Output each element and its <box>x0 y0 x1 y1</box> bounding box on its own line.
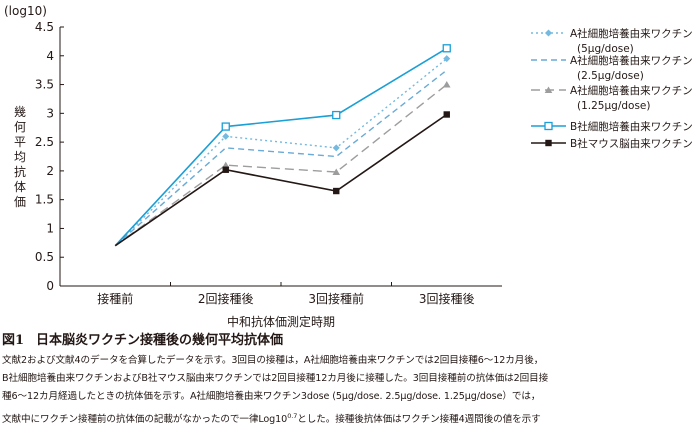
y-axis-title-char: 何 <box>14 120 26 134</box>
data-series <box>114 55 451 247</box>
legend-label: B社細胞培養由来ワクチン <box>570 120 693 133</box>
data-point <box>221 122 230 131</box>
series-layer <box>114 44 451 247</box>
legend-label: (2.5μg/dose) <box>577 70 644 82</box>
legend-item: B社マウス脳由来ワクチン <box>531 137 693 150</box>
x-tick-label: 2回接種後 <box>198 291 254 306</box>
x-axis-title: 中和抗体価測定時期 <box>227 314 335 329</box>
y-tick-label: 0 <box>46 279 54 293</box>
series-line <box>114 69 448 247</box>
legend-item: A社細胞培養由来ワクチン (1.25μg/dose) <box>531 84 693 112</box>
y-axis: 0 0.5 1 1.5 2 2.5 3 3.5 4 4.5 <box>35 20 64 293</box>
caption-line: 種6～12カ月経過したときの抗体価を示す。A社細胞培養由来ワクチン3dose (… <box>2 391 541 403</box>
legend-label: (5μg/dose) <box>577 43 634 55</box>
caption-superscript: 0.7 <box>287 411 298 420</box>
data-series <box>114 69 448 247</box>
x-tick-label: 3回接種後 <box>419 291 475 306</box>
data-point <box>332 168 341 176</box>
series-line <box>114 58 448 247</box>
unit-label: (log10) <box>4 4 47 18</box>
data-point <box>443 55 451 63</box>
x-ticks: 接種前 2回接種後 3回接種前 3回接種後 <box>97 282 475 306</box>
data-point <box>222 132 230 140</box>
y-axis-title-char: 体 <box>14 180 26 194</box>
legend-label: A社細胞培養由来ワクチン <box>570 54 693 67</box>
x-tick-label: 3回接種前 <box>308 291 364 306</box>
data-point <box>221 161 230 169</box>
y-axis-title-char: 平 <box>14 135 26 149</box>
caption-line: B社細胞培養由来ワクチンおよびB社マウス脳由来ワクチンでは2回目接種12カ月後に… <box>2 373 549 385</box>
y-tick-label: 2.5 <box>35 135 54 149</box>
y-tick-label: 3.5 <box>35 78 54 92</box>
data-series <box>114 81 451 247</box>
caption-line: 文献中にワクチン接種前の抗体価の記載がなかったので一律Log100.7とした。接… <box>2 407 696 429</box>
legend-swatch-marker <box>545 29 552 37</box>
legend-swatch-marker <box>544 86 553 93</box>
legend-label: A社細胞培養由来ワクチン <box>570 27 693 40</box>
legend: A社細胞培養由来ワクチン(5μg/dose)A社細胞培養由来ワクチン(2.5μg… <box>531 27 693 150</box>
figure-caption-body: 文献2および文献4のデータを合算したデータを示す。3回目の接種は，A社細胞培養由… <box>2 352 696 429</box>
y-tick-label: 1.5 <box>35 193 54 207</box>
y-tick-label: 2 <box>46 164 54 178</box>
caption-line-text: とした。接種後抗体価はワクチン接種4週間後の値を示す <box>297 413 541 425</box>
y-tick-label: 1 <box>46 221 54 235</box>
legend-item: B社細胞培養由来ワクチン <box>531 120 693 133</box>
y-tick-label: 4.5 <box>35 20 54 34</box>
data-point <box>443 111 450 118</box>
line-chart: (log10) 幾何平均抗体価 0 0.5 1 1.5 2 2.5 3 3.5 4 4.5 接種前… <box>4 4 693 329</box>
figure-caption-title: 図1 日本脳炎ワクチン接種後の幾何平均抗体価 <box>2 332 692 349</box>
data-point <box>333 187 340 195</box>
y-tick-label: 0.5 <box>35 250 54 264</box>
figure-number: 図1 <box>2 333 25 348</box>
caption-line: 文献2および文献4のデータを合算したデータを示す。3回目の接種は，A社細胞培養由… <box>2 355 544 366</box>
series-line <box>114 47 448 247</box>
y-ticks: 0 0.5 1 1.5 2 2.5 3 3.5 4 4.5 <box>35 20 64 293</box>
x-axis: 接種前 2回接種後 3回接種前 3回接種後 <box>60 282 502 306</box>
data-point <box>332 110 341 120</box>
data-point <box>222 166 229 173</box>
y-tick-label: 4 <box>46 49 54 63</box>
legend-label: A社細胞培養由来ワクチン <box>570 84 693 97</box>
y-axis-title: 幾何平均抗体価 <box>14 105 26 209</box>
data-point <box>332 144 340 152</box>
x-tick-label: 接種前 <box>97 291 133 306</box>
data-point <box>442 81 451 88</box>
legend-item: A社細胞培養由来ワクチン (5μg/dose) <box>531 27 693 55</box>
data-series <box>114 44 451 247</box>
series-line <box>114 113 448 247</box>
y-axis-title-char: 価 <box>14 195 26 209</box>
legend-swatch-marker <box>545 139 552 147</box>
legend-item: A社細胞培養由来ワクチン (2.5μg/dose) <box>531 54 693 82</box>
data-series <box>114 111 450 247</box>
figure-title: 日本脳炎ワクチン接種後の幾何平均抗体価 <box>36 333 284 348</box>
legend-label: B社マウス脳由来ワクチン <box>570 137 693 150</box>
y-axis-title-char: 均 <box>14 150 26 164</box>
caption-line-text: 文献中にワクチン接種前の抗体価の記載がなかったので一律Log10 <box>2 413 288 425</box>
y-axis-title-char: 幾 <box>14 105 26 119</box>
y-tick-label: 3 <box>46 106 54 120</box>
data-point <box>442 44 451 53</box>
y-axis-title-char: 抗 <box>14 164 26 179</box>
legend-swatch-marker <box>544 121 553 131</box>
legend-label: (1.25μg/dose) <box>577 100 650 112</box>
